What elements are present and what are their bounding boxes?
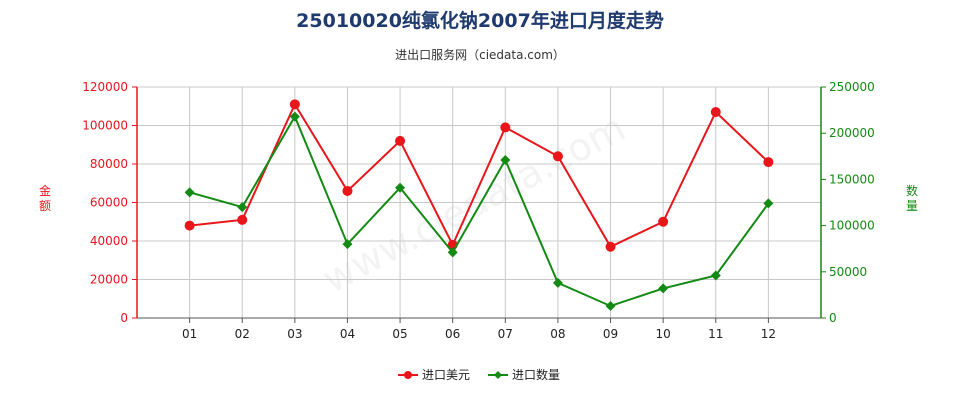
data-point-2 (395, 182, 406, 193)
data-point-2 (763, 198, 774, 209)
data-point-2 (500, 154, 511, 165)
data-point-2 (447, 247, 458, 258)
chart-title: 25010020纯氯化钠2007年进口月度走势 (296, 10, 664, 32)
legend-label-1: 进口美元 (422, 368, 470, 382)
y-left-tick-label: 40000 (90, 234, 128, 248)
y-right-tick-label: 50000 (829, 265, 867, 279)
x-tick-label: 01 (182, 327, 197, 341)
data-point-2 (710, 270, 721, 281)
y-left-tick-label: 60000 (90, 196, 128, 210)
x-tick-label: 05 (392, 327, 407, 341)
series-line-1 (189, 102, 770, 249)
data-point-1 (237, 214, 248, 225)
x-tick-label: 10 (656, 327, 671, 341)
legend-label-2: 进口数量 (512, 367, 560, 382)
x-tick-label: 09 (603, 327, 618, 341)
data-point-2 (605, 300, 616, 311)
data-point-2 (552, 277, 563, 288)
y-left-tick-label: 100000 (82, 119, 128, 133)
legend-marker-2 (494, 371, 502, 379)
x-tick-label: 12 (761, 327, 776, 341)
y-left-tick-label: 0 (120, 311, 128, 325)
data-point-1 (552, 151, 563, 162)
x-tick-label: 03 (287, 327, 302, 341)
y-right-tick-label: 150000 (829, 172, 875, 186)
data-point-1 (289, 99, 300, 110)
y-left-tick-label: 120000 (82, 80, 128, 94)
data-point-1 (395, 135, 406, 146)
x-tick-label: 02 (235, 327, 250, 341)
data-point-1 (500, 122, 511, 133)
x-tick-label: 11 (708, 327, 723, 341)
y-right-tick-label: 0 (829, 311, 837, 325)
y-left-tick-label: 20000 (90, 273, 128, 287)
x-tick-label: 06 (445, 327, 460, 341)
legend-marker-1 (404, 371, 412, 379)
x-tick-label: 08 (550, 327, 565, 341)
y-right-tick-label: 100000 (829, 219, 875, 233)
y-left-axis-title: 金额 (39, 183, 51, 213)
data-point-1 (763, 157, 774, 168)
chart-subtitle: 进出口服务网（ciedata.com） (395, 48, 565, 62)
data-point-1 (605, 241, 616, 252)
data-point-2 (184, 187, 195, 198)
data-point-1 (710, 107, 721, 118)
data-point-1 (184, 220, 195, 231)
data-point-2 (342, 239, 353, 250)
y-right-tick-label: 200000 (829, 126, 875, 140)
data-point-2 (289, 111, 300, 122)
y-left-tick-label: 80000 (90, 157, 128, 171)
data-point-1 (342, 185, 353, 196)
series-line-2 (189, 114, 770, 308)
data-point-2 (237, 202, 248, 213)
data-point-1 (658, 216, 669, 227)
y-right-axis-title: 数量 (906, 183, 918, 213)
y-right-tick-label: 250000 (829, 80, 875, 94)
data-point-2 (658, 283, 669, 294)
x-tick-label: 07 (498, 327, 513, 341)
x-tick-label: 04 (340, 327, 355, 341)
